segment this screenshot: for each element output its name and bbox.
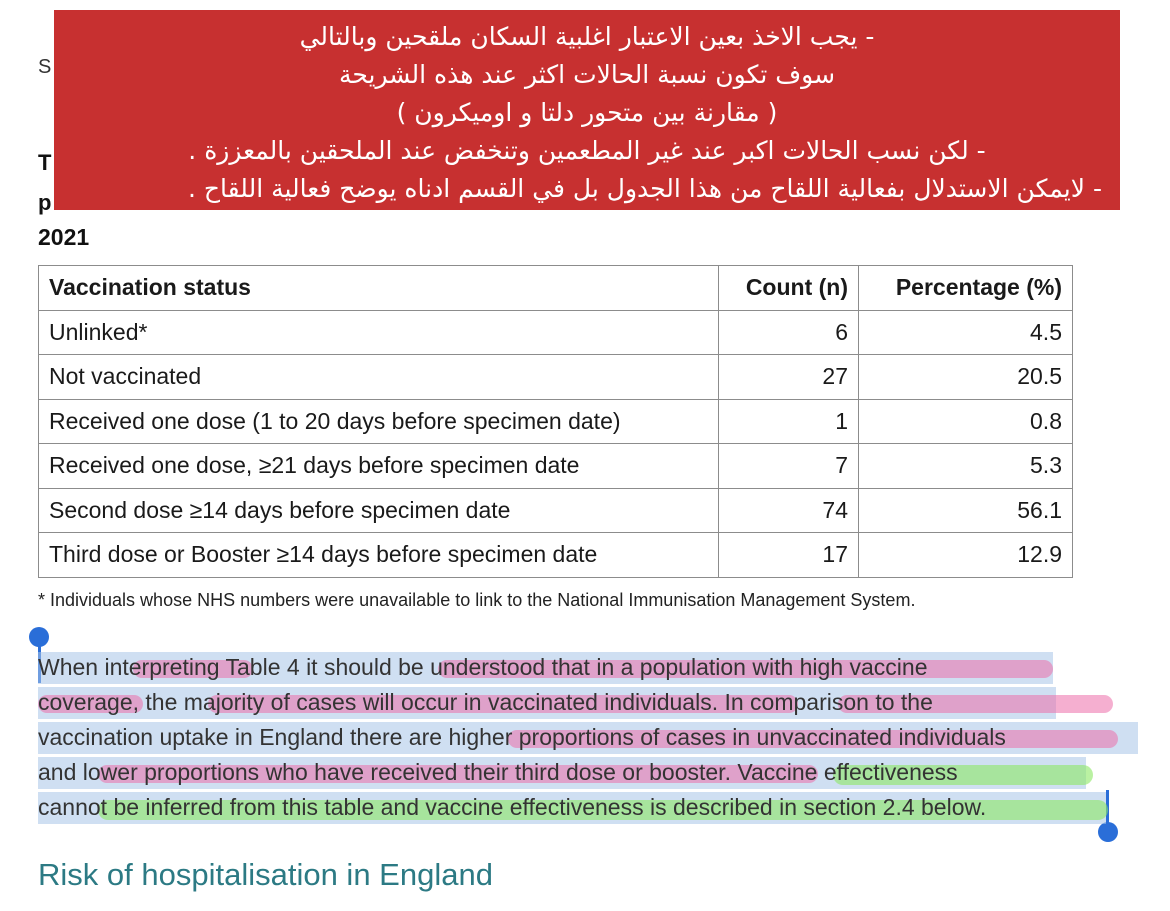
pink-highlight — [838, 695, 1113, 713]
banner-line: - يجب الاخذ بعين الاعتبار اغلبية السكان … — [299, 22, 875, 51]
table-row: Received one dose, ≥21 days before speci… — [38, 443, 1073, 489]
paragraph-text: cannot be inferred from this table and v… — [38, 794, 987, 820]
hidden-doc-fragment: S — [38, 56, 52, 78]
pink-highlight — [508, 730, 1118, 748]
selected-paragraph[interactable]: When interpreting Table 4 it should be u… — [38, 650, 1148, 825]
paragraph-text: vaccination uptake in England there are … — [38, 724, 1006, 750]
vaccination-status-table: Vaccination status Count (n) Percentage … — [38, 265, 1073, 578]
table-cell: 5.3 — [858, 443, 1073, 489]
selection-start-handle[interactable] — [29, 627, 49, 647]
table-cell: 6 — [718, 309, 859, 355]
banner-line: سوف تكون نسبة الحالات اكثر عند هذه الشري… — [338, 60, 836, 89]
table-cell: Second dose ≥14 days before specimen dat… — [38, 487, 719, 533]
green-highlight — [98, 800, 1108, 820]
table-row: Second dose ≥14 days before specimen dat… — [38, 487, 1073, 533]
column-header: Vaccination status — [38, 265, 719, 311]
annotation-banner: - يجب الاخذ بعين الاعتبار اغلبية السكان … — [54, 10, 1120, 210]
pink-highlight — [133, 660, 253, 678]
table-row: Third dose or Booster ≥14 days before sp… — [38, 532, 1073, 578]
paragraph-line: coverage, the majority of cases will occ… — [38, 685, 1148, 720]
table-cell: 4.5 — [858, 309, 1073, 355]
table-cell: Received one dose (1 to 20 days before s… — [38, 398, 719, 444]
section-heading: Risk of hospitalisation in England — [38, 857, 493, 892]
paragraph-text: and lower proportions who have received … — [38, 759, 958, 785]
selection-end-handle[interactable] — [1098, 822, 1118, 842]
table-cell: 0.8 — [858, 398, 1073, 444]
table-cell: 20.5 — [858, 354, 1073, 400]
table-cell: 1 — [718, 398, 859, 444]
table-header-row: Vaccination status Count (n) Percentage … — [38, 265, 1073, 311]
table-cell: Unlinked* — [38, 309, 719, 355]
pink-highlight — [438, 660, 1053, 678]
hidden-doc-fragment: p — [38, 190, 52, 215]
paragraph-line: and lower proportions who have received … — [38, 755, 1148, 790]
green-highlight — [833, 765, 1093, 785]
paragraph-text: When interpreting Table 4 it should be u… — [38, 654, 928, 680]
column-header: Percentage (%) — [858, 265, 1073, 311]
paragraph-line: vaccination uptake in England there are … — [38, 720, 1148, 755]
table-row: Received one dose (1 to 20 days before s… — [38, 398, 1073, 444]
pink-highlight — [98, 765, 818, 783]
table-cell: 56.1 — [858, 487, 1073, 533]
banner-line: ( مقارنة بين متحور دلتا و اوميكرون ) — [396, 98, 778, 127]
table-row: Unlinked* 6 4.5 — [38, 309, 1073, 355]
paragraph-line: cannot be inferred from this table and v… — [38, 790, 1148, 825]
table-footnote: * Individuals whose NHS numbers were una… — [38, 590, 916, 610]
column-header: Count (n) — [718, 265, 859, 311]
table-cell: Received one dose, ≥21 days before speci… — [38, 443, 719, 489]
banner-line: - لكن نسب الحالات اكبر عند غير المطعمين … — [188, 136, 986, 165]
banner-line: - لايمكن الاستدلال بفعالية اللقاح من هذا… — [188, 174, 1102, 203]
table-cell: 17 — [718, 532, 859, 578]
table-cell: 74 — [718, 487, 859, 533]
table-cell: Third dose or Booster ≥14 days before sp… — [38, 532, 719, 578]
table-row: Not vaccinated 27 20.5 — [38, 354, 1073, 400]
table-cell: 12.9 — [858, 532, 1073, 578]
table-cell: 27 — [718, 354, 859, 400]
table-cell: Not vaccinated — [38, 354, 719, 400]
paragraph-text: coverage, the majority of cases will occ… — [38, 689, 933, 715]
pink-highlight — [208, 695, 798, 713]
pink-highlight — [38, 695, 143, 713]
paragraph-line: When interpreting Table 4 it should be u… — [38, 650, 1148, 685]
table-caption-year: 2021 — [38, 224, 90, 250]
hidden-doc-fragment: T — [38, 150, 52, 175]
table-cell: 7 — [718, 443, 859, 489]
